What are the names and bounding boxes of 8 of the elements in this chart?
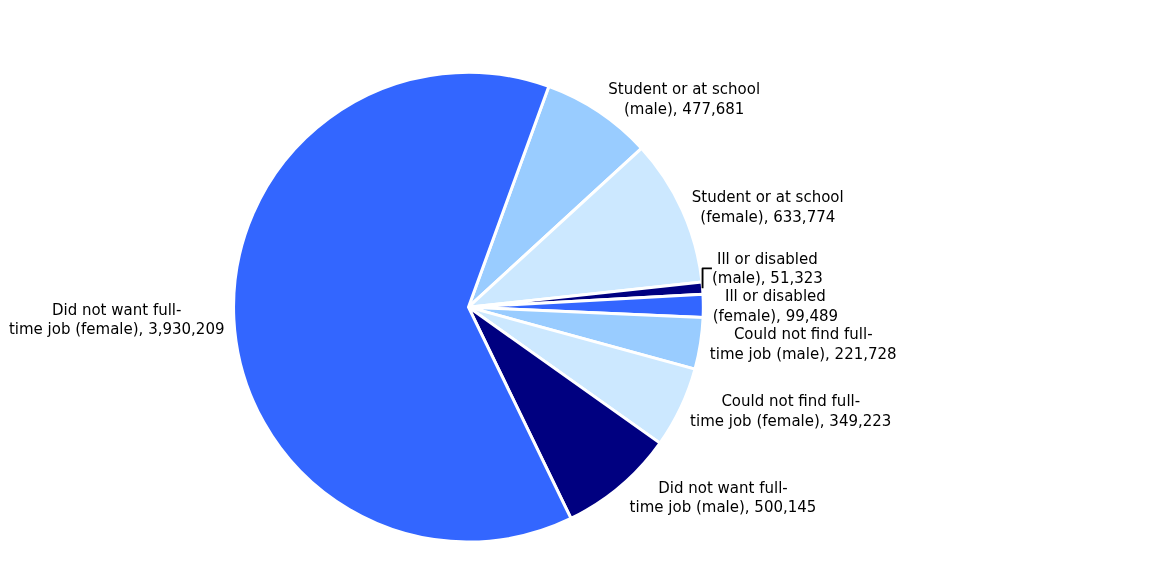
slice-label: Ill or disabled (male), 51,323 <box>711 249 823 288</box>
slice-label: Could not find full-time job (female), 349,223 <box>690 392 892 430</box>
slice-label: Student or at school (female), 633,774 <box>691 188 844 226</box>
slice-label: Ill or disabled (female), 99,489 <box>712 287 839 325</box>
slice-label: Student or at school (male), 477,681 <box>608 80 761 118</box>
slice-label: Did not want full-time job (female), 3,930,209 <box>8 300 225 339</box>
slice-label: Did not want full-time job (male), 500,145 <box>629 478 817 517</box>
slice-label: Could not find full-time job (male), 221,728 <box>709 325 897 363</box>
